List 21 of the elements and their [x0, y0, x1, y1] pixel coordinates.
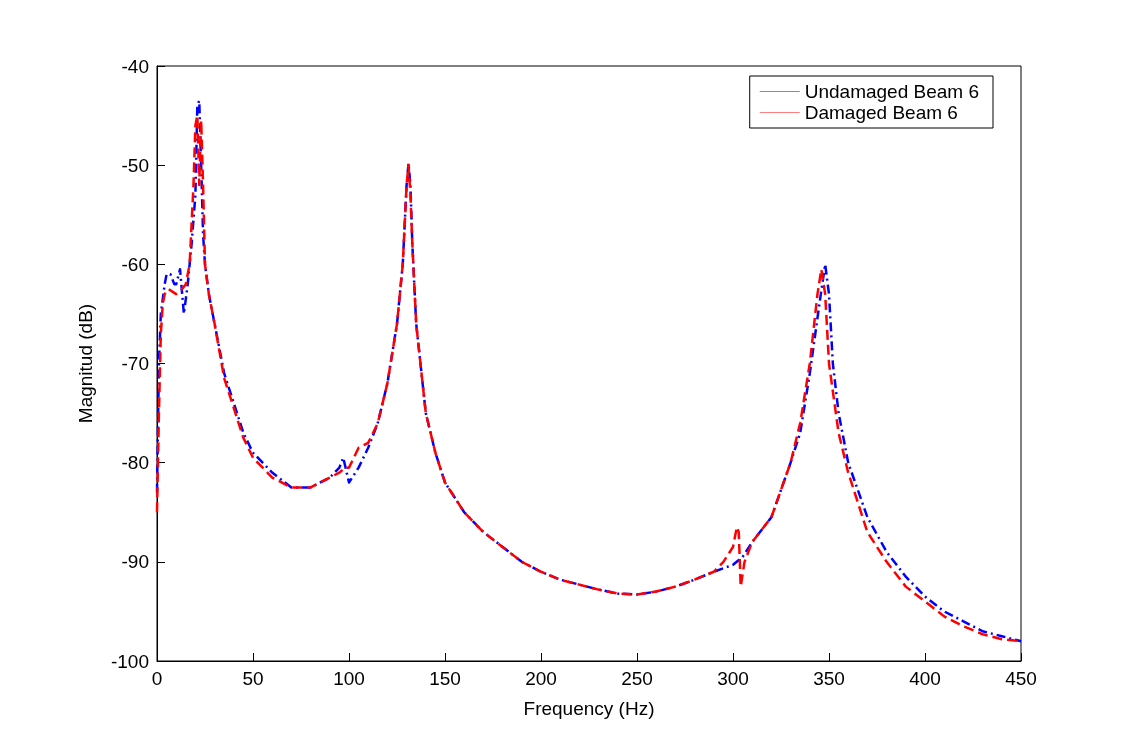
x-tick-label: 150 — [429, 668, 461, 689]
y-tick-label: -50 — [121, 154, 149, 176]
x-tick-label: 400 — [909, 668, 941, 689]
y-axis-title: Magnitud (dB) — [75, 303, 96, 424]
x-tick-label: 0 — [151, 668, 163, 689]
y-tick-label: -70 — [121, 353, 149, 374]
legend-label: Damaged Beam 6 — [804, 102, 958, 123]
x-tick-label: 50 — [242, 668, 264, 689]
x-axis-title: Frequency (Hz) — [523, 698, 655, 719]
x-tick-label: 450 — [1005, 668, 1037, 689]
y-tick-label: -90 — [121, 551, 149, 573]
x-tick-label: 200 — [525, 668, 557, 689]
legend-label: Undamaged Beam 6 — [804, 81, 980, 102]
x-tick-label: 100 — [333, 668, 365, 689]
x-tick-label: 250 — [621, 668, 653, 689]
y-tick-label: -100 — [110, 650, 149, 672]
y-tick-label: -60 — [121, 253, 149, 275]
y-tick-label: -80 — [121, 452, 149, 474]
x-tick-label: 350 — [813, 668, 845, 689]
y-tick-label: -40 — [121, 55, 149, 77]
x-tick-label: 300 — [717, 668, 749, 689]
